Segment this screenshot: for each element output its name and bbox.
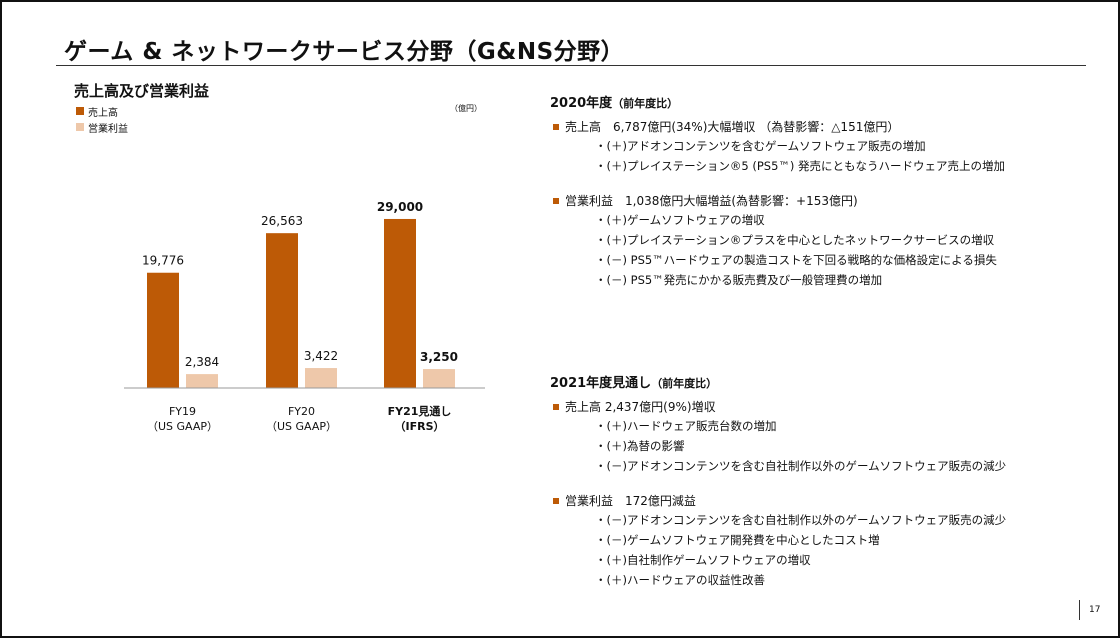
sub-item: ・(＋)為替の影響 xyxy=(595,439,685,453)
item-sales-2021: 売上高 2,437億円(9%)増収 xyxy=(550,397,1110,417)
legend-label-sales: 売上高 xyxy=(88,107,118,119)
x-tick-label-0: FY19 xyxy=(169,405,196,418)
item-sales-2020: 売上高 6,787億円(34%)大幅増収 （為替影響：△151億円） xyxy=(550,117,1110,137)
section-fy2021-forecast: 2021年度見通し（前年度比） 売上高 2,437億円(9%)増収 ・(＋)ハー… xyxy=(550,375,1110,591)
item-text: 売上高 2,437億円(9%)増収 xyxy=(565,400,716,414)
bar-op-income-0 xyxy=(186,374,218,388)
sub-item: ・(＋)プレイステーション®5 (PS5™) 発売にともなうハードウェア売上の増… xyxy=(595,159,1006,173)
sub-item: ・(＋)アドオンコンテンツを含むゲームソフトウェア販売の増加 xyxy=(595,139,926,153)
page-number-divider xyxy=(1079,600,1080,620)
item-text: 売上高 6,787億円(34%)大幅増収 （為替影響：△151億円） xyxy=(565,120,900,134)
bar-op-income-1 xyxy=(305,368,337,388)
sub-item: ・(＋)プレイステーション®プラスを中心としたネットワークサービスの増収 xyxy=(595,233,995,247)
data-label-sales-2: 29,000 xyxy=(377,200,423,214)
x-tick-label-1: FY20 xyxy=(288,405,315,418)
title-underline xyxy=(56,65,1086,66)
spacer xyxy=(550,477,1110,491)
section-heading-paren: （前年度比） xyxy=(612,97,679,110)
square-bullet-icon xyxy=(553,498,559,504)
section-heading-text: 2021年度見通し xyxy=(550,376,652,391)
section-heading: 2021年度見通し（前年度比） xyxy=(550,375,1110,397)
sub-item: ・(－)ゲームソフトウェア開発費を中心としたコスト増 xyxy=(595,533,880,547)
bar-sales-0 xyxy=(147,272,179,388)
spacer xyxy=(550,177,1110,191)
x-tick-sublabel-2: （IFRS） xyxy=(395,420,445,433)
section-fy2020: 2020年度（前年度比） 売上高 6,787億円(34%)大幅増収 （為替影響：… xyxy=(550,95,1110,291)
item-op-income-2021: 営業利益 172億円減益 xyxy=(550,491,1110,511)
sub-item: ・(－)アドオンコンテンツを含む自社制作以外のゲームソフトウェア販売の減少 xyxy=(595,459,1007,473)
item-text: 営業利益 172億円減益 xyxy=(565,494,696,508)
legend-label-op-income: 営業利益 xyxy=(88,123,128,135)
item-op-income-2020: 営業利益 1,038億円大幅増益(為替影響：+153億円) xyxy=(550,191,1110,211)
bar-chart: 19,776 26,563 29,000 2,384 3,422 3,250 FY19 （US… xyxy=(124,200,485,433)
page-number: 17 xyxy=(1089,605,1101,615)
square-bullet-icon xyxy=(553,404,559,410)
chart-title: 売上高及び営業利益 xyxy=(74,82,210,100)
sub-item: ・(＋)ゲームソフトウェアの増収 xyxy=(595,213,765,227)
data-label-op-income-0: 2,384 xyxy=(185,355,219,369)
sub-item: ・(＋)ハードウェアの収益性改善 xyxy=(595,573,765,587)
legend-item-op-income: 営業利益 xyxy=(76,119,128,135)
data-label-op-income-2: 3,250 xyxy=(420,350,458,364)
sub-item: ・(＋)自社制作ゲームソフトウェアの増収 xyxy=(595,553,811,567)
chart-unit: （億円） xyxy=(450,104,482,113)
x-tick-label-2: FY21見通し xyxy=(388,405,452,418)
data-label-op-income-1: 3,422 xyxy=(304,349,338,363)
sub-item: ・(－) PS5™ハードウェアの製造コストを下回る戦略的な価格設定による損失 xyxy=(595,253,997,267)
x-tick-sublabel-1: （US GAAP） xyxy=(266,420,337,433)
bar-sales-1 xyxy=(266,233,298,388)
sub-item: ・(＋)ハードウェア販売台数の増加 xyxy=(595,419,777,433)
item-text: 営業利益 1,038億円大幅増益(為替影響：+153億円) xyxy=(565,194,858,208)
data-label-sales-0: 19,776 xyxy=(142,254,184,268)
legend-swatch-sales xyxy=(76,107,84,115)
x-tick-sublabel-0: （US GAAP） xyxy=(147,420,218,433)
square-bullet-icon xyxy=(553,124,559,130)
section-heading: 2020年度（前年度比） xyxy=(550,95,1110,117)
bar-op-income-2 xyxy=(423,369,455,388)
bar-sales-2 xyxy=(384,218,416,388)
chart-legend: 売上高 営業利益 xyxy=(76,103,128,135)
sub-item: ・(－) PS5™発売にかかる販売費及び一般管理費の増加 xyxy=(595,273,883,287)
legend-item-sales: 売上高 xyxy=(76,103,128,119)
slide-title: ゲーム & ネットワークサービス分野（G&NS分野） xyxy=(64,39,625,65)
sub-item: ・(－)アドオンコンテンツを含む自社制作以外のゲームソフトウェア販売の減少 xyxy=(595,513,1007,527)
square-bullet-icon xyxy=(553,198,559,204)
section-heading-paren: （前年度比） xyxy=(651,377,718,390)
data-label-sales-1: 26,563 xyxy=(261,214,303,228)
legend-swatch-op-income xyxy=(76,123,84,131)
section-heading-text: 2020年度 xyxy=(550,96,613,111)
